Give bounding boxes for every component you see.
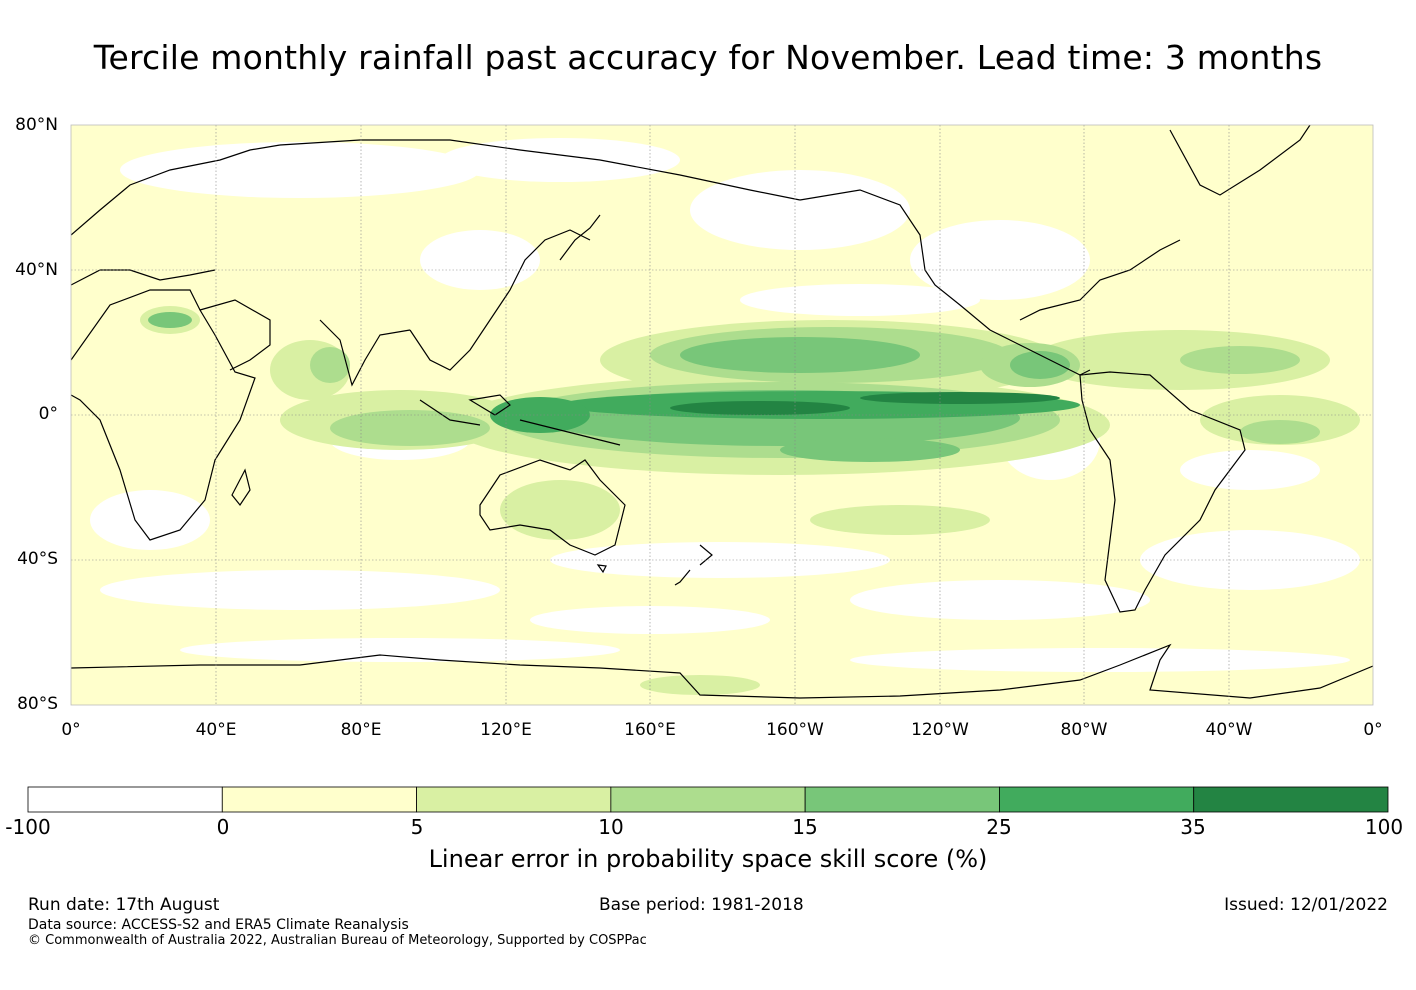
colorbar-tick: 5	[410, 815, 424, 839]
lon-label: 120°W	[911, 720, 969, 740]
base-period: Base period: 1981-2018	[599, 895, 804, 915]
lat-label: 80°S	[17, 694, 58, 714]
lat-label: 80°N	[15, 115, 58, 135]
colorbar-segment	[27, 786, 223, 813]
colorbar-segment	[804, 786, 1000, 813]
colorbar-tick: 25	[986, 815, 1012, 839]
lon-label: 0°	[1363, 720, 1383, 740]
lon-label: 160°W	[766, 720, 824, 740]
colorbar-segment	[610, 786, 806, 813]
colorbar-tick: 10	[598, 815, 624, 839]
colorbar-segment	[221, 786, 417, 813]
lon-label: 40°W	[1205, 720, 1253, 740]
lat-label: 40°N	[15, 260, 58, 280]
coastlines	[71, 125, 1373, 699]
colorbar-segment	[1193, 786, 1389, 813]
lon-label: 40°E	[195, 720, 237, 740]
lon-label: 80°E	[340, 720, 382, 740]
colorbar-tick: -100	[5, 815, 51, 839]
colorbar-tick: 15	[792, 815, 818, 839]
run-date: Run date: 17th August	[28, 895, 220, 915]
lon-label: 0°	[61, 720, 81, 740]
lat-label: 0°	[38, 404, 58, 424]
lon-label: 120°E	[480, 720, 532, 740]
data-source: Data source: ACCESS-S2 and ERA5 Climate …	[28, 917, 409, 933]
colorbar-tick: 35	[1180, 815, 1206, 839]
colorbar	[27, 786, 1389, 813]
lon-label: 80°W	[1060, 720, 1108, 740]
issued-date: Issued: 12/01/2022	[1224, 895, 1388, 915]
map-gridlines	[71, 125, 1373, 705]
colorbar-label: Linear error in probability space skill …	[428, 845, 988, 873]
lon-label: 160°E	[624, 720, 676, 740]
colorbar-tick: 100	[1364, 815, 1404, 839]
lat-label: 40°S	[17, 549, 58, 569]
colorbar-segment	[416, 786, 612, 813]
chart-title: Tercile monthly rainfall past accuracy f…	[93, 38, 1323, 77]
copyright: © Commonwealth of Australia 2022, Austra…	[28, 933, 647, 948]
skill-35-100	[670, 392, 1060, 415]
colorbar-tick: 0	[216, 815, 230, 839]
colorbar-segment	[999, 786, 1195, 813]
